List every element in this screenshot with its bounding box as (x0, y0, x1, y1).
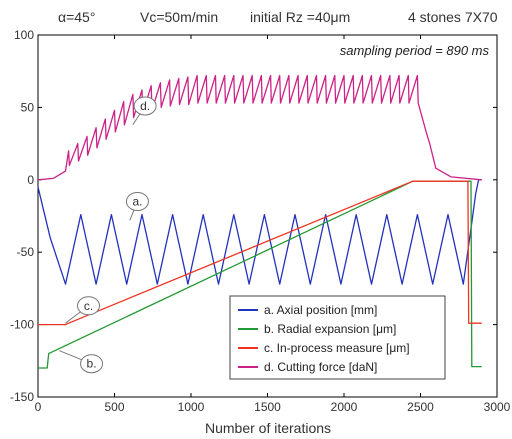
header-stones: 4 stones 7X70 (408, 9, 498, 25)
callout-circle-a (125, 192, 149, 212)
x-tick-label: 3000 (484, 400, 511, 414)
x-tick-label: 1000 (178, 400, 205, 414)
header-angle: α=45° (58, 9, 95, 25)
callout-circle-c (76, 296, 100, 316)
y-tick-label: 50 (21, 100, 35, 114)
sampling-annotation: sampling period = 890 ms (340, 43, 490, 58)
y-tick-label: -100 (10, 318, 34, 332)
series-in-process-measure-line (38, 180, 482, 326)
header-speed: Vc=50m/min (140, 9, 218, 25)
callout-label-d: d. (140, 99, 150, 113)
x-tick-label: 0 (35, 400, 42, 414)
x-tick-label: 2500 (407, 400, 434, 414)
x-tick-label: 1500 (254, 400, 281, 414)
legend-label-a: a. Axial position [mm] (264, 303, 377, 317)
callout-circle-b (80, 354, 104, 374)
x-axis-label: Number of iterations (205, 420, 331, 436)
callout-label-b: b. (87, 357, 97, 371)
x-tick-label: 500 (104, 400, 124, 414)
legend-label-b: b. Radial expansion [μm] (264, 322, 396, 336)
legend-box (229, 295, 446, 380)
legend-label-c: c. In-process measure [μm] (264, 341, 410, 355)
series-group (37, 74, 482, 369)
series-axial-position-line (37, 179, 482, 285)
y-tick-label: 100 (14, 28, 34, 42)
header-roughness: initial Rz =40μm (250, 9, 350, 25)
y-tick-label: 0 (27, 173, 34, 187)
callout-label-a: a. (132, 195, 142, 209)
y-tick-label: -50 (17, 245, 35, 259)
y-tick-label: -150 (10, 390, 34, 404)
legend: a. Axial position [mm] b. Radial expansi… (229, 295, 446, 380)
axis-ticks: 0 500 1000 1500 2000 2500 3000100500-50-100-15… (10, 28, 511, 414)
callout-label-c: c. (84, 299, 93, 313)
x-tick-label: 2000 (331, 400, 358, 414)
callout-circle-d (133, 96, 157, 116)
series-cutting-force-line (37, 74, 482, 181)
callouts: a. b. c. d. (59, 96, 157, 374)
legend-label-d: d. Cutting force [daN] (264, 360, 377, 374)
